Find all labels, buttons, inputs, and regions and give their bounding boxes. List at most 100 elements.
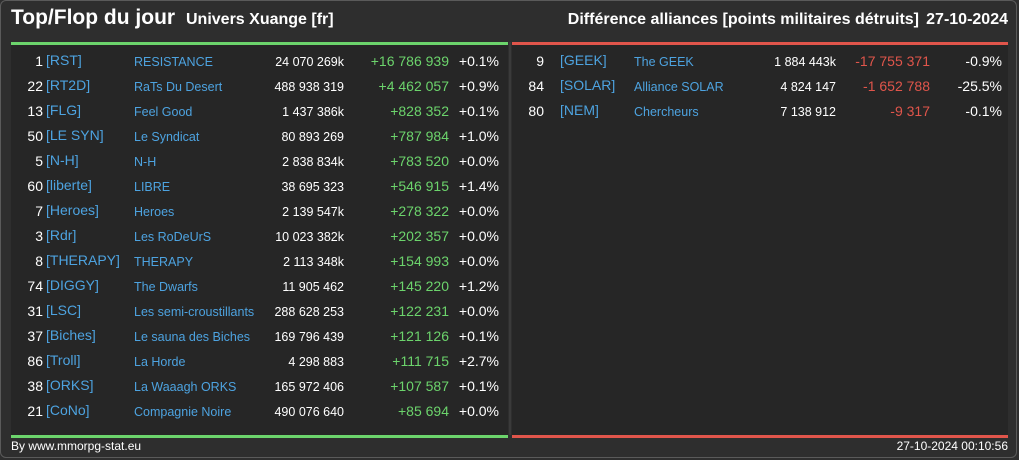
- alliance-tag-link[interactable]: [Troll]: [46, 352, 81, 368]
- alliance-name-link[interactable]: N-H: [134, 155, 157, 169]
- page-title: Top/Flop du jour: [11, 6, 176, 29]
- difference-cell: +828 352: [390, 103, 449, 119]
- points-cell: 10 023 382k: [275, 230, 344, 244]
- points-cell: 1 437 386k: [282, 105, 344, 119]
- alliance-name-link[interactable]: Les RoDeUrS: [134, 230, 212, 244]
- alliance-tag-link[interactable]: [LSC]: [46, 302, 82, 318]
- percent-cell: +0.0%: [458, 153, 499, 169]
- points-cell: 11 905 462: [282, 280, 344, 294]
- alliance-name-link[interactable]: Feel Good: [134, 105, 193, 119]
- ranking-description: Différence alliances [points militaires …: [567, 11, 919, 28]
- alliance-name-link[interactable]: Le Syndicat: [134, 130, 200, 144]
- alliance-tag-link[interactable]: [RST]: [46, 52, 82, 68]
- points-cell: 4 298 883: [288, 355, 344, 369]
- table-row: 84 [SOLAR] Alliance SOLAR 4 824 147 -1 652 7…: [512, 74, 1008, 99]
- alliance-tag-link[interactable]: [ORKS]: [46, 377, 94, 393]
- rank-cell: 86: [27, 353, 43, 369]
- alliance-name-link[interactable]: LIBRE: [134, 180, 171, 194]
- alliance-name-link[interactable]: The GEEK: [634, 55, 694, 69]
- alliance-tag-link[interactable]: [DIGGY]: [46, 277, 99, 293]
- alliance-tag-link[interactable]: [SOLAR]: [560, 77, 616, 93]
- alliance-name-link[interactable]: THERAPY: [134, 255, 194, 269]
- alliance-name-link[interactable]: Compagnie Noire: [134, 405, 232, 419]
- header-date: 27-10-2024: [926, 11, 1008, 28]
- alliance-name-link[interactable]: Chercheurs: [634, 105, 699, 119]
- alliance-tag-link[interactable]: [THERAPY]: [46, 252, 120, 268]
- alliance-name-link[interactable]: La Waaagh ORKS: [134, 380, 237, 394]
- alliance-name-link[interactable]: Alliance SOLAR: [634, 80, 724, 94]
- points-cell: 24 070 269k: [275, 55, 344, 69]
- difference-cell: +787 984: [390, 128, 449, 144]
- alliance-name-link[interactable]: Heroes: [134, 205, 175, 219]
- rank-cell: 37: [27, 328, 43, 344]
- difference-cell: -1 652 788: [863, 78, 930, 94]
- points-cell: 488 938 319: [274, 80, 344, 94]
- alliance-tag-link[interactable]: [RT2D]: [46, 77, 91, 93]
- points-cell: 80 893 269: [281, 130, 344, 144]
- difference-cell: -9 317: [890, 103, 930, 119]
- alliance-tag-link[interactable]: [liberte]: [46, 177, 92, 193]
- table-row: 31 [LSC] Les semi-croustillants 288 628 253…: [11, 299, 508, 324]
- alliance-tag-link[interactable]: [Rdr]: [46, 227, 77, 243]
- universe-subtitle: Univers Xuange [fr]: [186, 11, 334, 28]
- points-cell: 1 884 443k: [774, 55, 836, 69]
- alliance-tag-link[interactable]: [CoNo]: [46, 402, 90, 418]
- table-row: 3 [Rdr] Les RoDeUrS 10 023 382k +202 357 +0.0…: [11, 224, 508, 249]
- alliance-name-link[interactable]: Les semi-croustillants: [134, 305, 255, 319]
- rank-cell: 80: [528, 103, 544, 119]
- table-row: 13 [FLG] Feel Good 1 437 386k +828 352 +0.1%: [11, 99, 508, 124]
- percent-cell: -25.5%: [957, 78, 1002, 94]
- rank-cell: 50: [27, 128, 43, 144]
- percent-cell: -0.9%: [965, 53, 1002, 69]
- percent-cell: +0.9%: [458, 78, 499, 94]
- rank-cell: 7: [35, 203, 43, 219]
- column-divider: [509, 42, 511, 435]
- table-row: 37 [Biches] Le sauna des Biches 169 796 439…: [11, 324, 508, 349]
- difference-cell: +121 126: [390, 328, 449, 344]
- alliance-name-link[interactable]: RESISTANCE: [134, 55, 213, 69]
- rank-cell: 21: [27, 403, 43, 419]
- alliance-tag-link[interactable]: [FLG]: [46, 102, 82, 118]
- points-cell: 2 838 834k: [282, 155, 344, 169]
- points-cell: 2 113 348k: [283, 255, 344, 269]
- difference-cell: +783 520: [390, 153, 449, 169]
- difference-cell: +16 786 939: [370, 53, 449, 69]
- header: Top/Flop du jour Univers Xuange [fr] Dif…: [0, 0, 1019, 40]
- table-row: 86 [Troll] La Horde 4 298 883 +111 715 +2.7%: [11, 349, 508, 374]
- alliance-tag-link[interactable]: [NEM]: [560, 102, 599, 118]
- alliance-tag-link[interactable]: [Heroes]: [46, 202, 99, 218]
- rank-cell: 9: [536, 53, 544, 69]
- points-cell: 288 628 253: [274, 305, 344, 319]
- percent-cell: +1.2%: [458, 278, 499, 294]
- percent-cell: +0.0%: [458, 303, 499, 319]
- difference-cell: +154 993: [390, 253, 449, 269]
- difference-cell: +107 587: [390, 378, 449, 394]
- alliance-tag-link[interactable]: [N-H]: [46, 152, 79, 168]
- percent-cell: +1.0%: [458, 128, 499, 144]
- table-row: 9 [GEEK] The GEEK 1 884 443k -17 755 371 -0.9…: [512, 49, 1008, 74]
- alliance-tag-link[interactable]: [GEEK]: [560, 52, 607, 68]
- rank-cell: 3: [35, 228, 43, 244]
- table-row: 38 [ORKS] La Waaagh ORKS 165 972 406 +107 58…: [11, 374, 508, 399]
- percent-cell: +0.0%: [458, 203, 499, 219]
- percent-cell: +0.1%: [458, 378, 499, 394]
- table-row: 1 [RST] RESISTANCE 24 070 269k +16 786 939 +0…: [11, 49, 508, 74]
- table-row: 80 [NEM] Chercheurs 7 138 912 -9 317 -0.1%: [512, 99, 1008, 124]
- percent-cell: +1.4%: [458, 178, 499, 194]
- difference-cell: -17 755 371: [855, 53, 930, 69]
- alliance-tag-link[interactable]: [LE SYN]: [46, 127, 104, 143]
- table-row: 74 [DIGGY] The Dwarfs 11 905 462 +145 220 +1.…: [11, 274, 508, 299]
- alliance-name-link[interactable]: The Dwarfs: [134, 280, 198, 294]
- rank-cell: 22: [27, 78, 43, 94]
- percent-cell: +0.1%: [458, 328, 499, 344]
- table-row: 8 [THERAPY] THERAPY 2 113 348k +154 993 +0.0%: [11, 249, 508, 274]
- alliance-name-link[interactable]: RaTs Du Desert: [134, 80, 223, 94]
- alliance-name-link[interactable]: Le sauna des Biches: [134, 330, 251, 344]
- alliance-name-link[interactable]: La Horde: [134, 355, 186, 369]
- difference-cell: +546 915: [390, 178, 449, 194]
- alliance-tag-link[interactable]: [Biches]: [46, 327, 96, 343]
- percent-cell: -0.1%: [965, 103, 1002, 119]
- points-cell: 169 796 439: [274, 330, 344, 344]
- difference-cell: +145 220: [390, 278, 449, 294]
- top-alliances-panel: 1 [RST] RESISTANCE 24 070 269k +16 786 939 +0…: [11, 42, 508, 438]
